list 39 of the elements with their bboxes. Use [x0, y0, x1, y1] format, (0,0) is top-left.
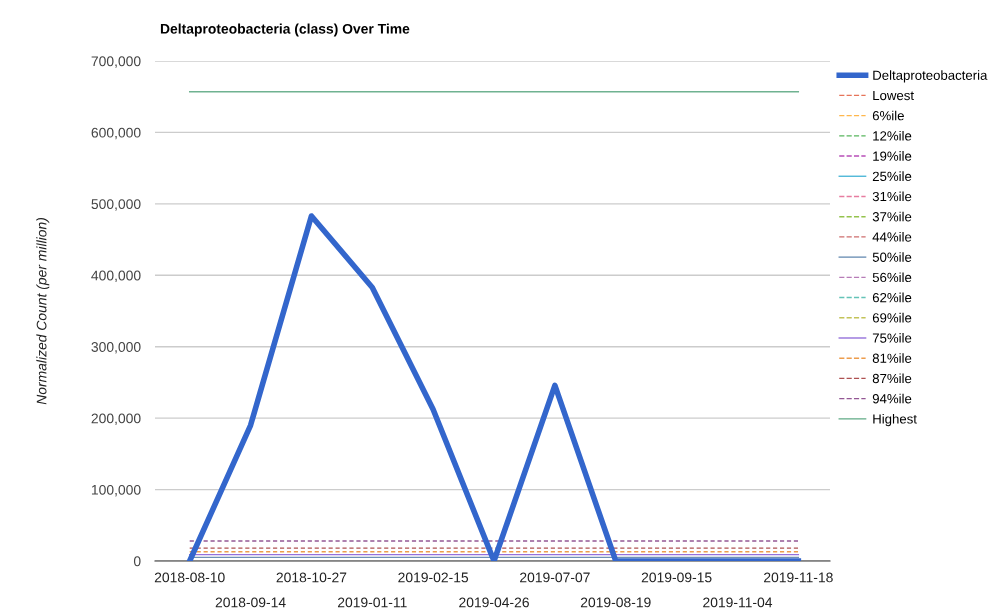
legend-label: 94%ile [872, 393, 912, 404]
legend-label: Highest [873, 413, 917, 427]
chart-title: Deltaproteobacteria (class) Over Time [160, 23, 410, 37]
x-tick-label: 2019-04-26 [459, 597, 529, 608]
legend-label: 25%ile [872, 171, 912, 182]
x-tick-label: 2018-09-14 [215, 597, 286, 608]
x-tick-label: 2019-08-19 [580, 597, 651, 608]
y-tick-label: 200,000 [91, 413, 141, 425]
legend-label: 12%ile [873, 130, 912, 141]
y-tick-label: 600,000 [91, 127, 141, 140]
y-tick-label: 400,000 [91, 270, 141, 283]
legend-label: 56%ile [872, 272, 912, 283]
x-tick-label: 2019-09-15 [641, 572, 712, 583]
y-tick-label: 500,000 [91, 199, 141, 211]
legend-label: Lowest [873, 90, 914, 101]
legend-label: 19%ile [873, 151, 912, 161]
legend-label: 37%ile [872, 211, 912, 222]
x-tick-label: 2018-10-27 [276, 572, 347, 583]
y-axis-title: Normalized Count (per million) [36, 218, 50, 405]
legend-label: 87%ile [872, 373, 912, 384]
legend-label: 81%ile [872, 353, 912, 363]
x-tick-label: 2019-11-04 [703, 597, 773, 608]
x-tick-label: 2019-11-18 [764, 572, 833, 583]
x-tick-label: 2019-01-11 [337, 597, 407, 608]
x-tick-label: 2018-08-10 [154, 572, 225, 583]
y-tick-label: 0 [133, 556, 141, 567]
legend-label: 44%ile [872, 231, 912, 242]
x-tick-label: 2019-07-07 [520, 572, 590, 583]
x-tick-label: 2019-02-15 [398, 572, 469, 583]
legend-label: 69%ile [872, 312, 912, 323]
legend-label: 75%ile [872, 333, 912, 343]
legend-label: 6%ile [872, 110, 904, 121]
legend-label: 62%ile [872, 292, 912, 303]
legend-label: Deltaproteobacteria [873, 70, 988, 83]
y-tick-label: 700,000 [91, 56, 141, 68]
legend-label: 31%ile [872, 191, 912, 202]
y-tick-label: 300,000 [91, 342, 141, 354]
y-tick-label: 100,000 [91, 484, 141, 497]
legend-label: 50%ile [872, 252, 912, 262]
